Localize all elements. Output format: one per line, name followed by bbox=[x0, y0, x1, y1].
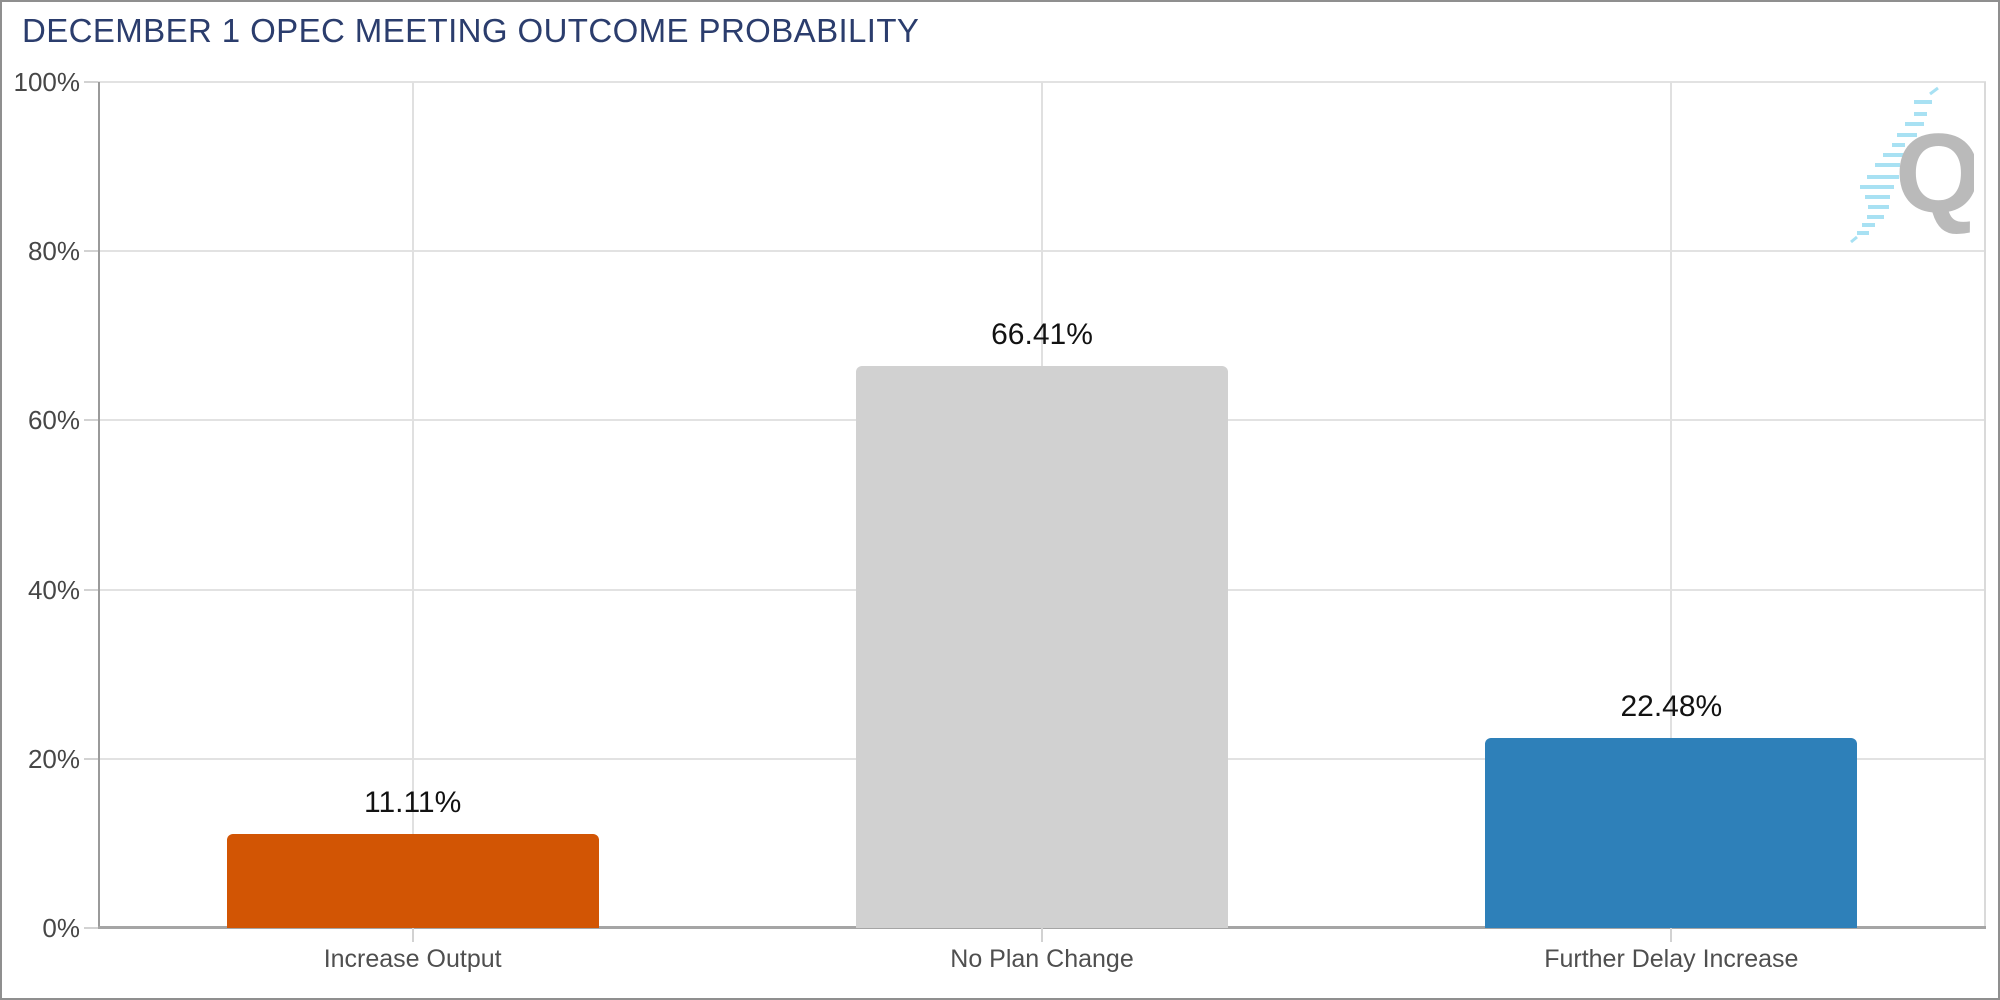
y-axis-tick bbox=[84, 419, 98, 422]
bar-value-label: 66.41% bbox=[991, 318, 1093, 352]
chart-title: DECEMBER 1 OPEC MEETING OUTCOME PROBABIL… bbox=[22, 12, 920, 49]
y-axis-tick-label: 40% bbox=[27, 574, 80, 605]
bar-value-label: 22.48% bbox=[1620, 689, 1723, 723]
x-axis-tick bbox=[411, 928, 414, 942]
x-category-label: Further Delay Increase bbox=[1544, 945, 1799, 973]
vertical-gridline bbox=[1670, 82, 1673, 928]
x-axis-tick bbox=[1670, 928, 1673, 942]
y-axis-tick bbox=[84, 250, 98, 253]
brand-watermark-q-icon: Q bbox=[1850, 86, 1974, 244]
bar-further-delay-increase bbox=[1485, 737, 1858, 928]
y-axis-tick bbox=[84, 757, 98, 760]
bar-value-label: 11.11% bbox=[364, 786, 462, 819]
x-category-label: No Plan Change bbox=[950, 945, 1134, 973]
x-axis-tick bbox=[1041, 928, 1043, 942]
y-axis-tick-label: 100% bbox=[13, 67, 81, 97]
watermark-letter: Q bbox=[1895, 111, 1974, 236]
plot-area: 0% 20% 40% 60% 80% 100% 11.11% Increase Output 6… bbox=[14, 67, 1986, 973]
y-axis-tick bbox=[84, 927, 98, 929]
bar-increase-output bbox=[226, 834, 599, 928]
y-axis-tick bbox=[84, 588, 98, 591]
y-axis-tick bbox=[84, 81, 98, 83]
y-axis-tick-label: 0% bbox=[42, 913, 80, 943]
y-axis-tick-label: 60% bbox=[27, 405, 80, 436]
y-axis-tick-label: 20% bbox=[27, 743, 80, 774]
y-axis-tick-label: 80% bbox=[27, 236, 80, 267]
bar-no-plan-change bbox=[856, 366, 1228, 928]
y-axis-line bbox=[98, 82, 100, 928]
plot-right-border bbox=[1984, 82, 1986, 928]
vertical-gridline bbox=[411, 82, 414, 928]
x-category-label: Increase Output bbox=[323, 945, 502, 973]
